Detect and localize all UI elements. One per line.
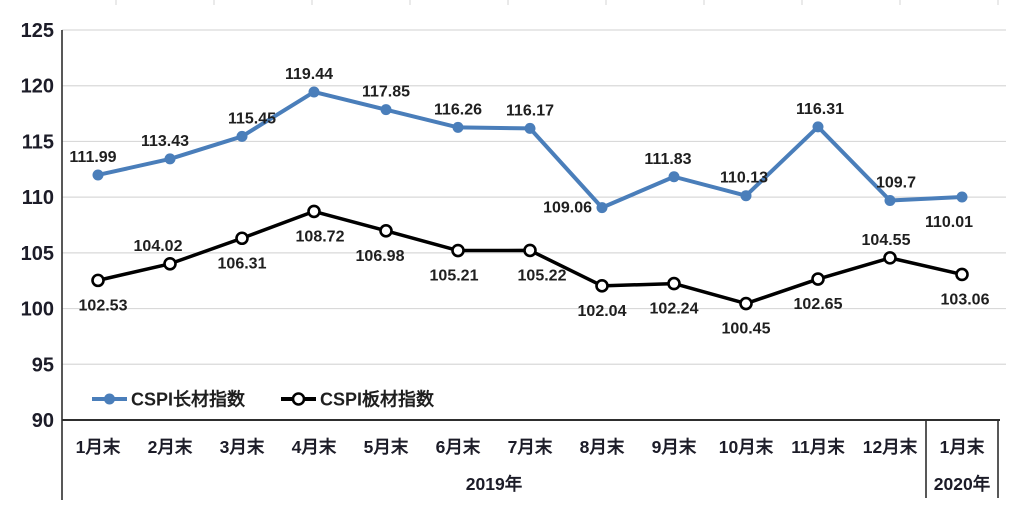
data-point-label: 102.65 [794, 296, 843, 313]
y-tick-label: 105 [21, 243, 54, 265]
x-category-label: 11月末 [791, 437, 845, 457]
data-point-label: 106.31 [218, 255, 267, 272]
x-category-label: 8月末 [580, 437, 625, 457]
legend-marker [291, 392, 306, 406]
y-tick-label: 120 [21, 76, 54, 98]
x-category-label: 9月末 [652, 437, 697, 457]
data-point-label: 116.31 [796, 101, 844, 118]
x-category-label: 5月末 [364, 437, 409, 457]
x-group-label: 2019年 [466, 474, 523, 494]
data-point-marker [308, 86, 320, 98]
data-point-marker [739, 296, 753, 311]
data-point-marker [884, 194, 896, 206]
y-tick-label: 125 [21, 20, 54, 42]
data-point-marker [955, 267, 969, 282]
y-tick-label: 115 [22, 131, 54, 153]
data-point-label: 105.22 [518, 267, 567, 284]
data-point-label: 116.26 [434, 101, 482, 118]
x-category-label: 12月末 [863, 437, 918, 457]
x-category-label: 7月末 [508, 437, 553, 457]
data-point-marker [380, 104, 392, 116]
data-point-marker [164, 153, 176, 165]
data-point-label: 108.72 [296, 228, 345, 245]
data-point-marker [956, 191, 968, 203]
x-category-label: 10月末 [719, 437, 774, 457]
data-point-marker [91, 273, 105, 288]
legend-label: CSPI长材指数 [131, 389, 246, 410]
data-point-marker [883, 251, 897, 265]
legend-label: CSPI板材指数 [320, 389, 435, 410]
y-tick-label: 90 [32, 410, 54, 432]
y-tick-label: 110 [22, 187, 54, 209]
data-point-label: 111.99 [69, 149, 116, 166]
legend-marker [104, 393, 115, 405]
x-category-label: 2月末 [148, 437, 193, 457]
data-point-marker [668, 171, 680, 183]
data-point-label: 117.85 [362, 84, 410, 101]
data-point-marker [236, 130, 248, 142]
data-point-label: 105.21 [430, 268, 479, 285]
data-point-label: 115.45 [228, 110, 276, 127]
data-point-marker [524, 122, 536, 134]
x-group-label: 2020年 [934, 474, 991, 494]
data-point-marker [452, 121, 464, 133]
x-category-label: 6月末 [436, 437, 481, 457]
data-point-label: 109.7 [876, 174, 916, 191]
data-point-label: 110.01 [925, 214, 973, 231]
data-point-marker [307, 204, 321, 219]
data-point-label: 102.53 [79, 297, 128, 314]
data-point-label: 116.17 [506, 102, 554, 119]
x-category-label: 1月末 [940, 437, 985, 457]
y-tick-label: 95 [32, 354, 54, 376]
data-point-marker [235, 231, 249, 246]
data-point-label: 111.83 [644, 151, 691, 168]
data-point-marker [92, 169, 104, 181]
data-point-marker [451, 243, 465, 258]
data-point-label: 110.13 [720, 170, 768, 187]
data-point-marker [596, 202, 608, 214]
x-category-label: 1月末 [76, 437, 121, 457]
data-point-marker [379, 223, 393, 238]
data-point-label: 102.04 [578, 303, 627, 320]
data-point-label: 104.55 [862, 232, 911, 249]
x-category-label: 4月末 [292, 437, 337, 457]
data-point-marker [523, 243, 537, 258]
data-point-label: 100.45 [722, 321, 771, 338]
data-point-label: 103.06 [941, 291, 990, 308]
data-point-label: 104.02 [134, 238, 183, 255]
data-point-marker [163, 256, 177, 271]
data-point-label: 102.24 [650, 301, 699, 318]
data-point-marker [740, 190, 752, 202]
data-point-marker [667, 276, 681, 291]
data-point-label: 119.44 [285, 66, 333, 83]
data-point-label: 106.98 [356, 248, 405, 265]
x-category-label: 3月末 [220, 437, 265, 457]
data-point-marker [595, 279, 609, 293]
y-tick-label: 100 [21, 299, 54, 321]
data-point-label: 113.43 [141, 133, 189, 150]
data-point-marker [811, 272, 825, 286]
data-point-label: 109.06 [543, 200, 592, 217]
data-point-marker [812, 121, 824, 133]
